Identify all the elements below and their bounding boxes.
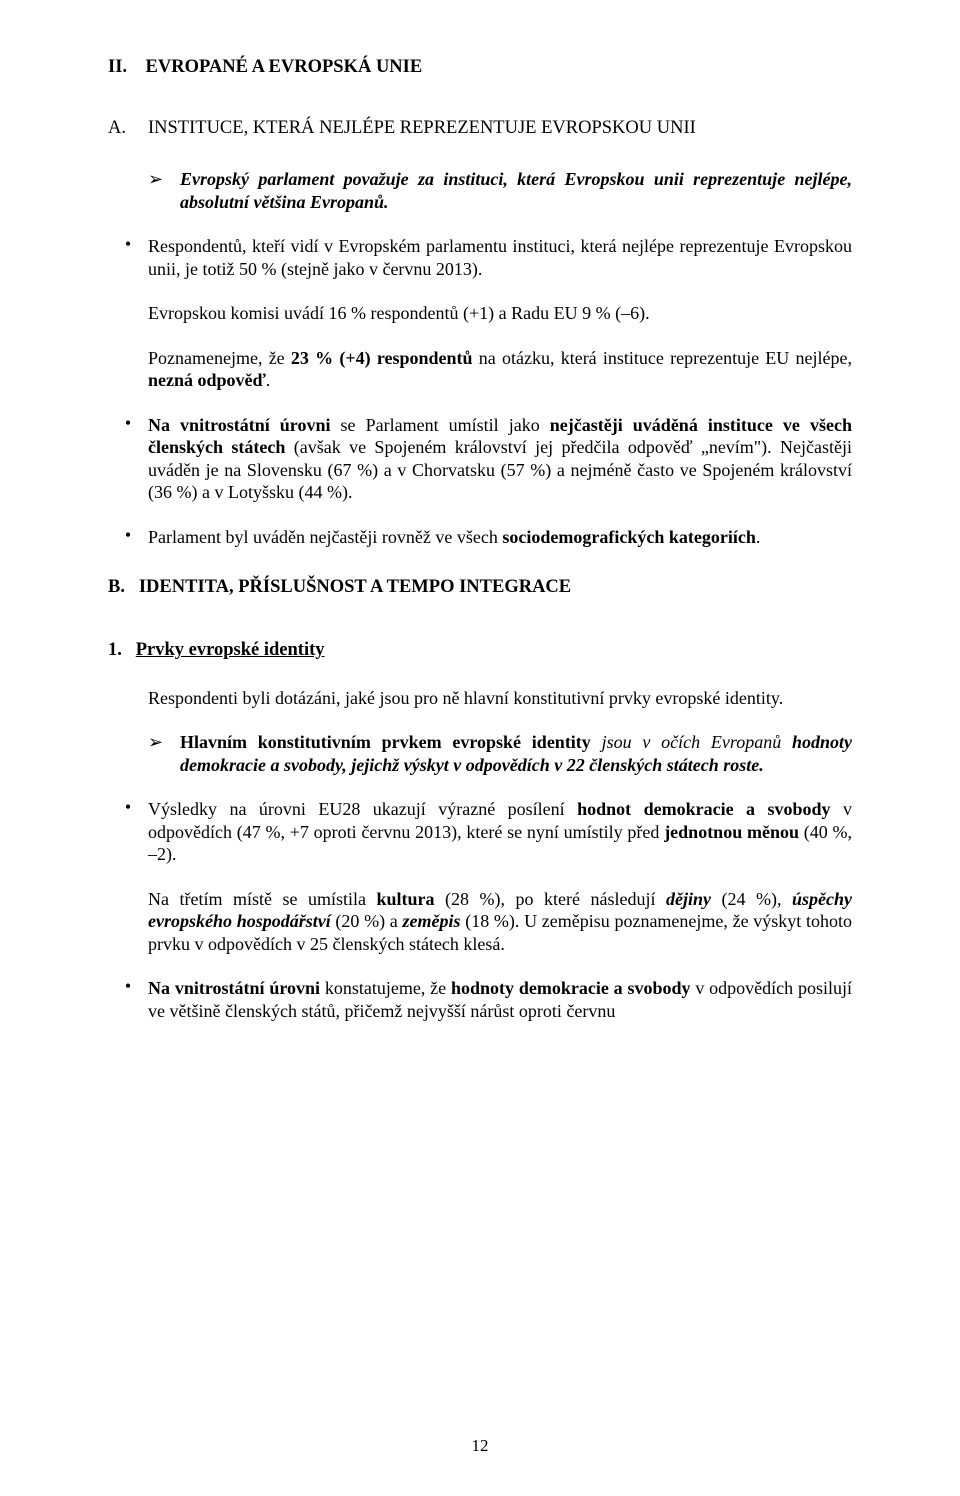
section-heading: II. EVROPANÉ A EVROPSKÁ UNIE — [108, 56, 852, 79]
bullet-text: Výsledky na úrovni EU28 ukazují výrazné … — [148, 798, 852, 866]
section-number: II. — [108, 57, 127, 77]
subsection-b-heading: B. IDENTITA, PŘÍSLUŠNOST A TEMPO INTEGRA… — [108, 576, 852, 599]
subtopic-title: Prvky evropské identity — [136, 640, 325, 660]
highlight-text: Hlavním konstitutivním prvkem evropské i… — [180, 731, 852, 776]
bullet-item: • Výsledky na úrovni EU28 ukazují výrazn… — [108, 798, 852, 866]
paragraph: Evropskou komisi uvádí 16 % respondentů … — [148, 302, 852, 325]
bullet-text: Respondentů, kteří vidí v Evropském parl… — [148, 235, 852, 280]
bullet-icon: • — [108, 977, 148, 1022]
subtopic-number: 1. — [108, 640, 122, 660]
paragraph: Respondenti byli dotázáni, jaké jsou pro… — [148, 687, 852, 710]
paragraph: Poznamenejme, že 23 % (+4) respondentů n… — [148, 347, 852, 392]
bullet-item: • Respondentů, kteří vidí v Evropském pa… — [108, 235, 852, 280]
subsection-a-number: A. — [108, 117, 148, 140]
arrow-icon: ➢ — [148, 168, 180, 213]
bullet-icon: • — [108, 414, 148, 504]
bullet-icon: • — [108, 526, 148, 549]
subsection-a-title: INSTITUCE, KTERÁ NEJLÉPE REPREZENTUJE EV… — [148, 118, 696, 138]
arrow-icon: ➢ — [148, 731, 180, 776]
highlight-point: ➢ Hlavním konstitutivním prvkem evropské… — [148, 731, 852, 776]
subsection-b-title: IDENTITA, PŘÍSLUŠNOST A TEMPO INTEGRACE — [139, 577, 571, 597]
highlight-point: ➢ Evropský parlament považuje za institu… — [148, 168, 852, 213]
subtopic-heading: 1. Prvky evropské identity — [108, 639, 852, 662]
bullet-item: • Parlament byl uváděn nejčastěji rovněž… — [108, 526, 852, 549]
bullet-icon: • — [108, 235, 148, 280]
section-title: EVROPANÉ A EVROPSKÁ UNIE — [146, 57, 423, 77]
subsection-b-number: B. — [108, 577, 125, 597]
bullet-item: • Na vnitrostátní úrovni se Parlament um… — [108, 414, 852, 504]
page-number: 12 — [0, 1435, 960, 1456]
bullet-text: Parlament byl uváděn nejčastěji rovněž v… — [148, 526, 852, 549]
bullet-icon: • — [108, 798, 148, 866]
subsection-a-heading: A.INSTITUCE, KTERÁ NEJLÉPE REPREZENTUJE … — [148, 117, 852, 140]
bullet-item: • Na vnitrostátní úrovni konstatujeme, ž… — [108, 977, 852, 1022]
paragraph: Na třetím místě se umístila kultura (28 … — [148, 888, 852, 956]
bullet-text: Na vnitrostátní úrovni se Parlament umís… — [148, 414, 852, 504]
bullet-text: Na vnitrostátní úrovni konstatujeme, že … — [148, 977, 852, 1022]
highlight-text: Evropský parlament považuje za instituci… — [180, 168, 852, 213]
